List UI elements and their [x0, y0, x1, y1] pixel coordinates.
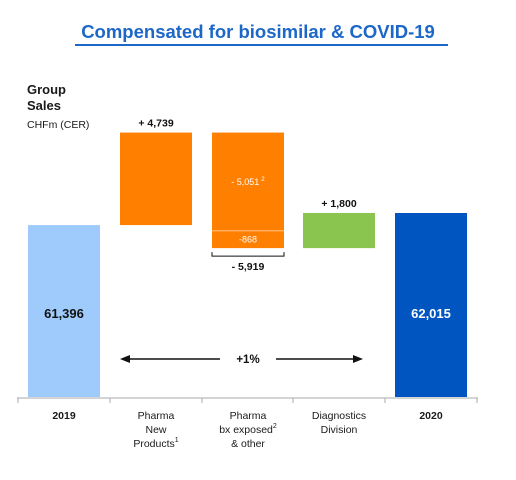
bar-diagnostics-division: [303, 212, 375, 249]
footnote-marker: 2: [259, 176, 265, 183]
bar-pharma-bx-component-1: [212, 132, 284, 232]
category-label-3: Diagnostics Division: [311, 410, 367, 436]
category-label-0: 2019: [52, 410, 76, 422]
total-bracket: [211, 252, 285, 257]
growth-arrow-right-head: [353, 355, 363, 363]
value-label-component-1: - 5,051 2: [231, 176, 265, 187]
value-label-pharma-bx-total: - 5,919: [232, 261, 265, 273]
footnote-marker: 2: [272, 423, 277, 430]
growth-arrow-left-head: [120, 355, 130, 363]
value-label-component-2: -868: [239, 235, 257, 245]
ylabel-line2: Sales: [27, 98, 61, 113]
bar-2020: [395, 213, 467, 397]
title-underline: [75, 44, 448, 46]
bar-pharma-bx-component-2: [212, 231, 284, 249]
growth-label: +1%: [236, 354, 259, 366]
value-label-pharma-new-products: + 4,739: [138, 118, 173, 130]
category-label-1: Pharma New Products1: [133, 410, 179, 450]
category-label-2: Pharma bx exposed2 & other: [219, 410, 277, 450]
value-label-2019: 61,396: [44, 306, 84, 321]
bar-2019: [28, 225, 100, 397]
chart-title: Compensated for biosimilar & COVID-19: [81, 21, 435, 42]
bar-pharma-new-products: [120, 132, 192, 226]
unit-label: CHFm (CER): [27, 119, 90, 131]
value-label-2020: 62,015: [411, 306, 451, 321]
value-label-diagnostics: + 1,800: [321, 198, 356, 210]
ylabel-line1: Group: [27, 82, 66, 97]
category-label-4: 2020: [419, 410, 443, 422]
footnote-marker: 1: [174, 437, 179, 444]
